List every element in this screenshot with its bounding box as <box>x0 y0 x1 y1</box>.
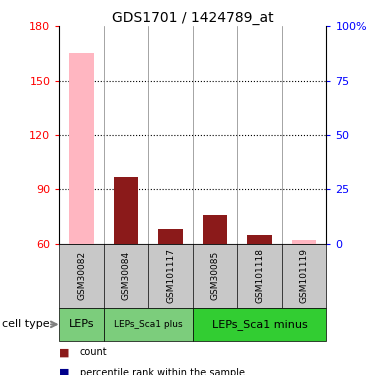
Text: GSM30084: GSM30084 <box>122 251 131 300</box>
Text: LEPs_Sca1 plus: LEPs_Sca1 plus <box>114 320 183 329</box>
Bar <box>158 229 183 244</box>
Text: LEPs: LEPs <box>69 320 94 329</box>
Text: percentile rank within the sample: percentile rank within the sample <box>80 368 245 375</box>
Text: LEPs_Sca1 minus: LEPs_Sca1 minus <box>212 319 308 330</box>
Bar <box>193 308 326 341</box>
Title: GDS1701 / 1424789_at: GDS1701 / 1424789_at <box>112 11 274 25</box>
Text: cell type: cell type <box>2 320 49 329</box>
Text: count: count <box>80 348 107 357</box>
Text: GSM30082: GSM30082 <box>77 251 86 300</box>
Bar <box>247 235 272 244</box>
Bar <box>59 308 104 341</box>
Text: ■: ■ <box>59 368 70 375</box>
Bar <box>203 215 227 244</box>
Bar <box>104 308 193 341</box>
Text: GSM101117: GSM101117 <box>166 248 175 303</box>
Bar <box>292 240 316 244</box>
Text: GSM101118: GSM101118 <box>255 248 264 303</box>
Text: GSM30085: GSM30085 <box>211 251 220 300</box>
Text: GSM101119: GSM101119 <box>300 248 309 303</box>
Bar <box>69 54 94 244</box>
Bar <box>114 177 138 244</box>
Text: ■: ■ <box>59 348 70 357</box>
